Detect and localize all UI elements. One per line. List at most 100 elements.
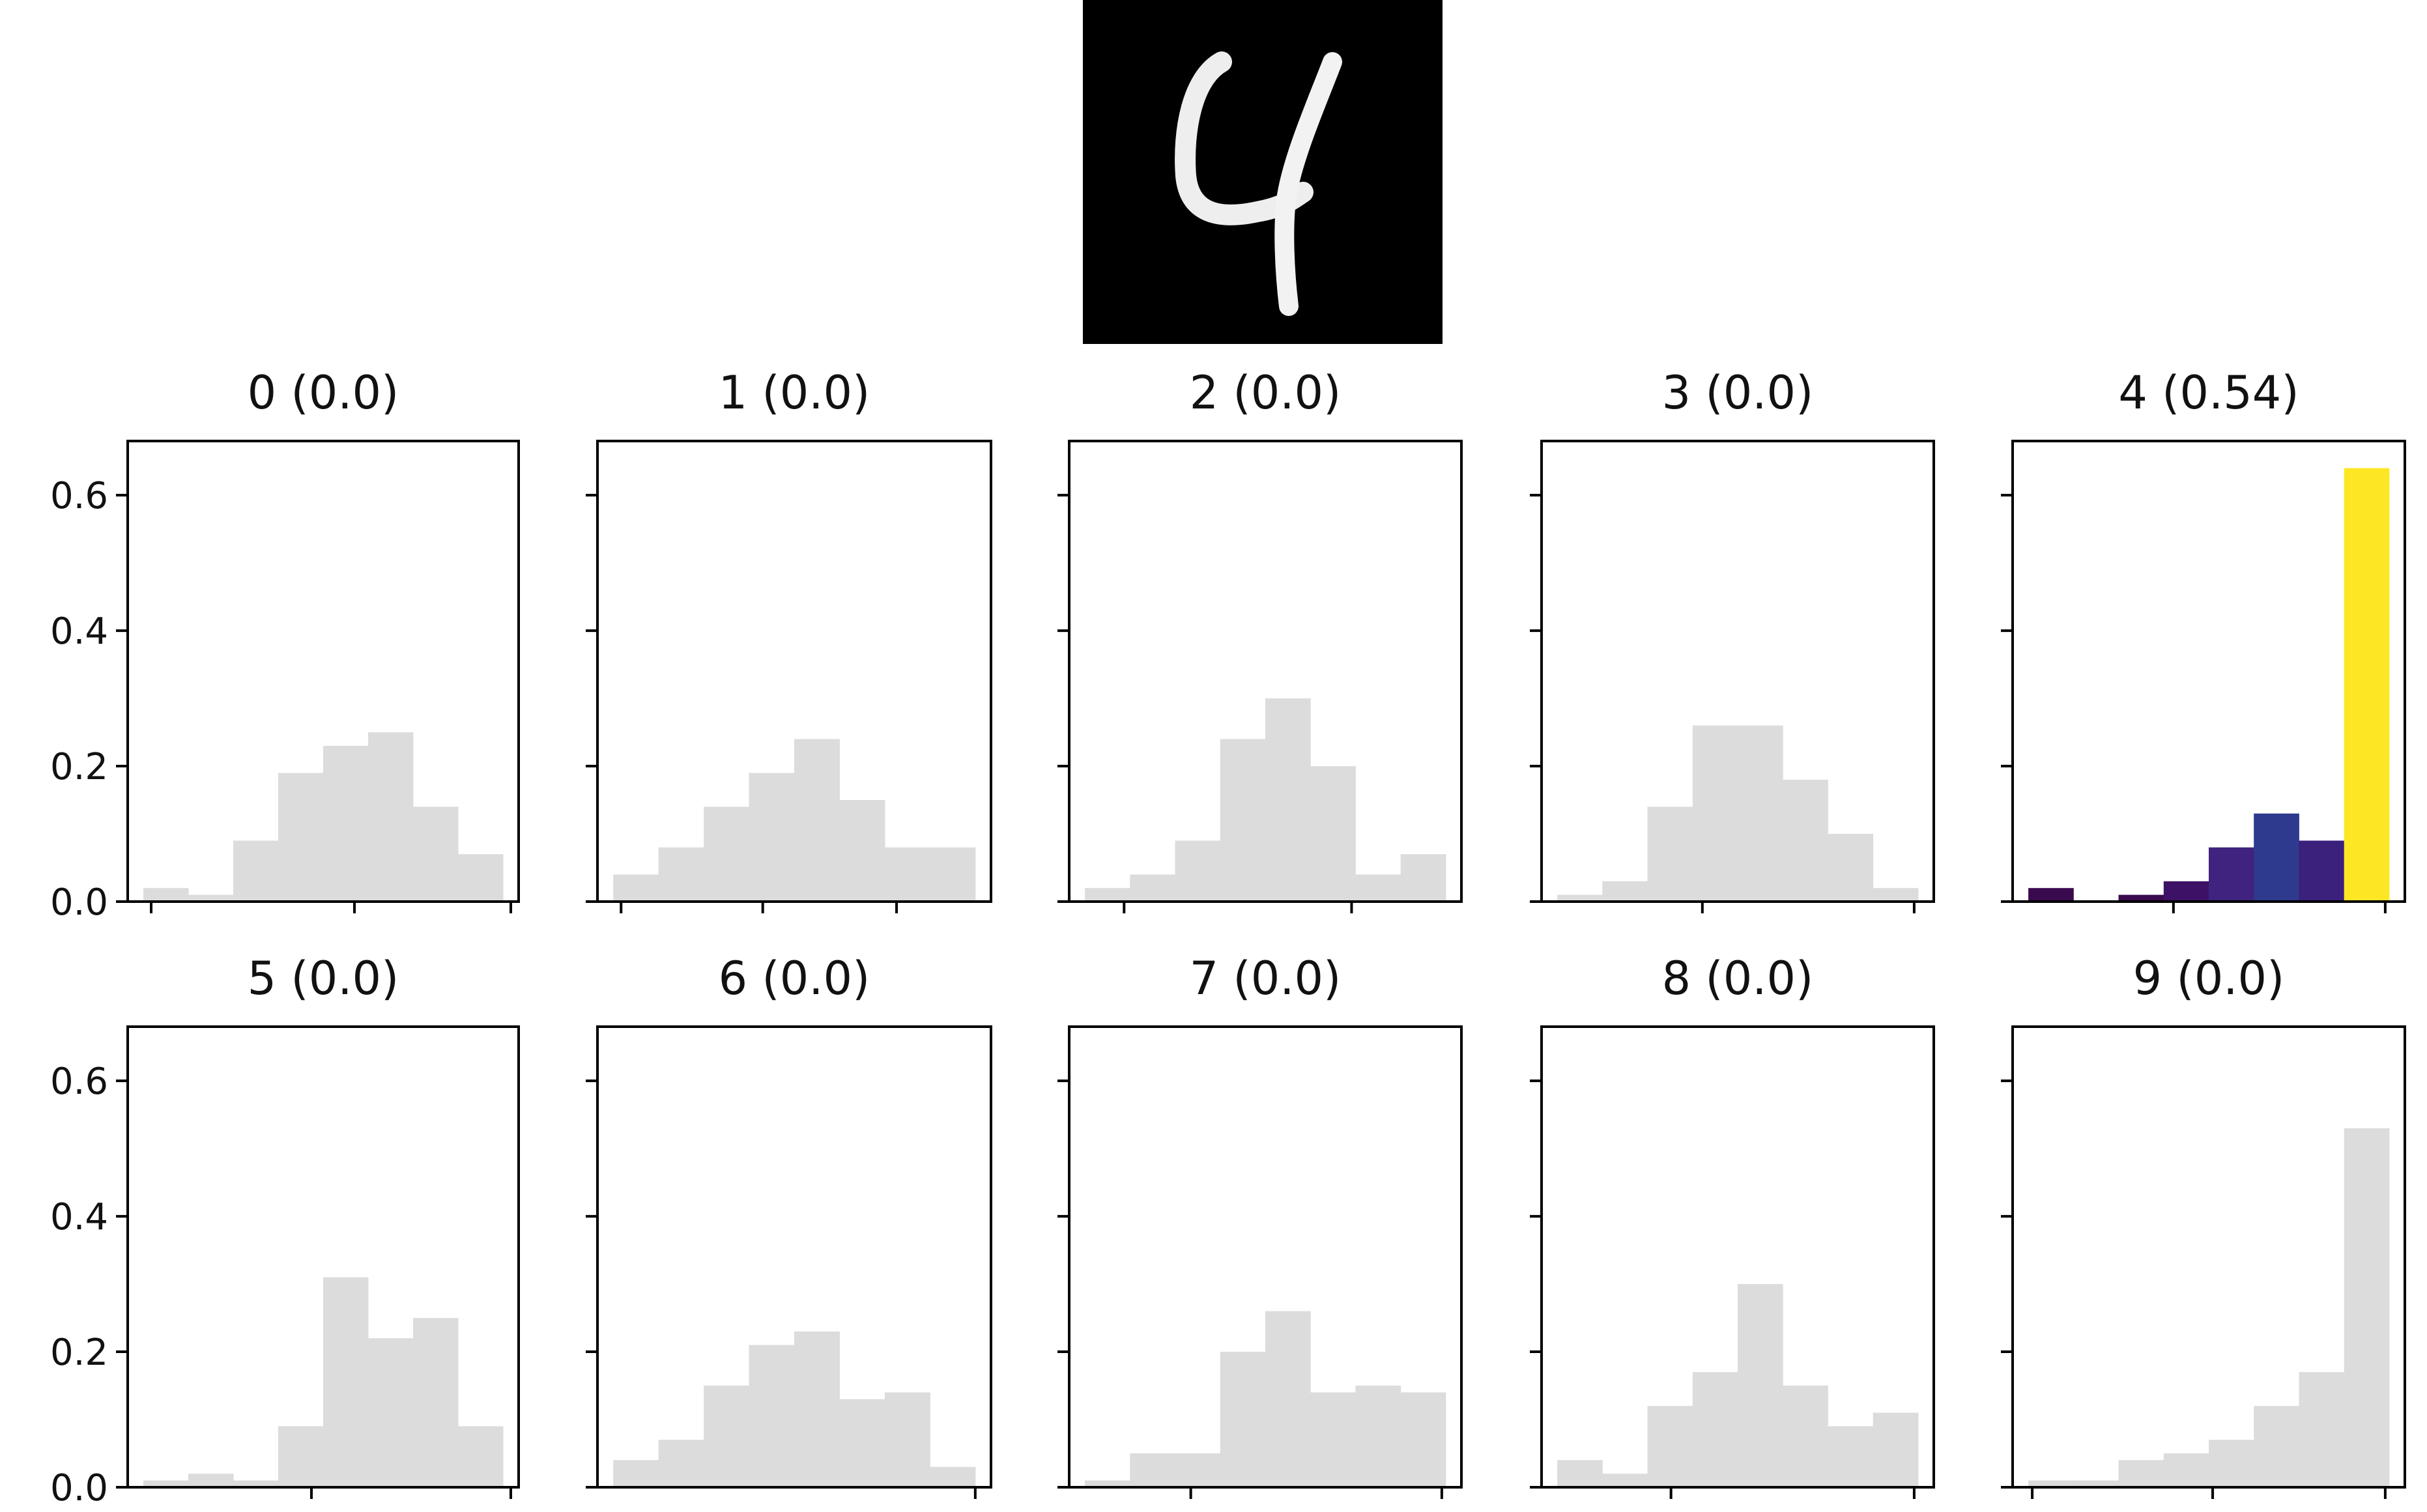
panel-title-1: 1 (0.0) <box>719 366 870 420</box>
bar-3-5 <box>1783 779 1828 902</box>
histogram-panel-1: 1 (0.0) <box>586 366 992 913</box>
bar-5-7 <box>458 1426 504 1487</box>
bar-0-4 <box>323 745 369 902</box>
histogram-panel-2: 2 (0.0) <box>1057 366 1463 913</box>
bar-0-5 <box>368 732 414 902</box>
bar-9-2 <box>2118 1460 2164 1487</box>
bar-8-4 <box>1738 1284 1783 1487</box>
panel-title-5: 5 (0.0) <box>248 952 399 1005</box>
panel-title-6: 6 (0.0) <box>719 952 870 1005</box>
axes-frame-0 <box>126 440 520 903</box>
histogram-panel-0: 0.0 0.2 0.4 0.6 0 (0.0) <box>50 366 520 924</box>
digit-stroke-2 <box>1274 52 1342 316</box>
bar-8-7 <box>1873 1412 1919 1487</box>
bar-6-7 <box>930 1466 976 1487</box>
bar-1-1 <box>658 847 704 902</box>
bar-6-6 <box>884 1392 930 1487</box>
class-histograms: 0.0 0.2 0.4 0.6 0 (0.0) 1 (0.0) 2 (0.0) 3 (0.0)… <box>50 366 2406 1509</box>
panel-title-7: 7 (0.0) <box>1190 952 1342 1005</box>
bar-3-4 <box>1738 725 1783 902</box>
histogram-panel-3: 3 (0.0) <box>1530 366 1935 913</box>
bar-9-4 <box>2209 1440 2254 1487</box>
bar-8-5 <box>1783 1386 1828 1487</box>
bar-2-4 <box>1265 698 1311 902</box>
histogram-panel-6: 6 (0.0) <box>586 952 992 1499</box>
bar-9-6 <box>2299 1372 2345 1488</box>
bar-1-3 <box>749 773 795 902</box>
panel-title-9: 9 (0.0) <box>2133 952 2285 1005</box>
histogram-panel-5: 0.0 0.2 0.4 0.6 5 (0.0) <box>50 952 520 1509</box>
axes-frame-1 <box>596 440 992 903</box>
bar-8-3 <box>1692 1372 1738 1488</box>
bar-4-5 <box>2254 813 2299 902</box>
histogram-panel-9: 9 (0.0) <box>2001 952 2406 1499</box>
axes-frame-6 <box>596 1025 992 1489</box>
bar-0-1 <box>188 894 234 902</box>
bar-5-1 <box>188 1474 234 1487</box>
bar-9-3 <box>2163 1453 2209 1487</box>
panel-title-0: 0 (0.0) <box>248 366 399 420</box>
histogram-panel-4: 4 (0.54) <box>2001 366 2406 913</box>
bar-9-0 <box>2028 1480 2074 1487</box>
bar-5-5 <box>368 1338 414 1487</box>
bar-7-5 <box>1310 1392 1356 1487</box>
ytick-label-5-3: 0.6 <box>50 1061 108 1103</box>
bar-6-5 <box>839 1399 885 1487</box>
panel-title-4: 4 (0.54) <box>2118 366 2299 420</box>
bar-8-2 <box>1647 1406 1693 1487</box>
bar-1-2 <box>704 806 750 902</box>
bar-3-6 <box>1828 834 1874 902</box>
bar-6-0 <box>613 1460 659 1487</box>
bar-9-7 <box>2344 1128 2390 1487</box>
axes-frame-2 <box>1068 440 1463 903</box>
bar-8-1 <box>1602 1474 1648 1487</box>
bar-7-6 <box>1355 1386 1401 1487</box>
bar-8-6 <box>1828 1426 1874 1487</box>
bar-2-2 <box>1175 840 1221 902</box>
axes-frame-3 <box>1540 440 1935 903</box>
bar-6-2 <box>704 1386 750 1487</box>
bar-2-5 <box>1310 766 1356 902</box>
bar-1-7 <box>930 847 976 902</box>
panel-title-3: 3 (0.0) <box>1662 366 1814 420</box>
bar-0-3 <box>278 773 324 902</box>
axes-frame-5 <box>126 1025 520 1489</box>
bar-5-4 <box>323 1277 369 1487</box>
bar-7-4 <box>1265 1311 1311 1487</box>
bar-4-0 <box>2028 888 2074 902</box>
bar-2-1 <box>1130 874 1175 902</box>
axes-frame-8 <box>1540 1025 1935 1489</box>
ytick-label-5-1: 0.2 <box>50 1332 108 1374</box>
ytick-label-0-3: 0.6 <box>50 475 108 517</box>
bar-7-0 <box>1085 1480 1130 1487</box>
bar-7-7 <box>1400 1392 1446 1487</box>
bar-4-4 <box>2209 847 2254 902</box>
bar-6-4 <box>794 1331 840 1487</box>
axes-frame-4 <box>2011 440 2406 903</box>
bar-6-1 <box>658 1440 704 1487</box>
ytick-label-0-2: 0.4 <box>50 610 108 653</box>
bar-2-7 <box>1400 854 1446 902</box>
bar-3-2 <box>1647 806 1693 902</box>
ytick-label-5-2: 0.4 <box>50 1196 108 1238</box>
bar-0-2 <box>233 840 279 902</box>
bar-0-0 <box>143 888 189 902</box>
histogram-panel-7: 7 (0.0) <box>1057 952 1463 1499</box>
bar-4-6 <box>2299 840 2345 902</box>
bar-2-0 <box>1085 888 1130 902</box>
bar-5-2 <box>233 1480 279 1487</box>
bar-0-6 <box>413 806 459 902</box>
bar-5-0 <box>143 1480 189 1487</box>
ytick-label-0-1: 0.2 <box>50 746 108 788</box>
ytick-label-0-0: 0.0 <box>50 881 108 924</box>
bar-4-7 <box>2344 468 2390 902</box>
bar-6-3 <box>749 1345 795 1487</box>
panel-title-2: 2 (0.0) <box>1190 366 1342 420</box>
panel-title-8: 8 (0.0) <box>1662 952 1814 1005</box>
bar-8-0 <box>1557 1460 1603 1487</box>
bar-4-3 <box>2163 881 2209 902</box>
bar-5-3 <box>278 1426 324 1487</box>
bar-3-1 <box>1602 881 1648 902</box>
axes-frame-7 <box>1068 1025 1463 1489</box>
bar-3-7 <box>1873 888 1919 902</box>
